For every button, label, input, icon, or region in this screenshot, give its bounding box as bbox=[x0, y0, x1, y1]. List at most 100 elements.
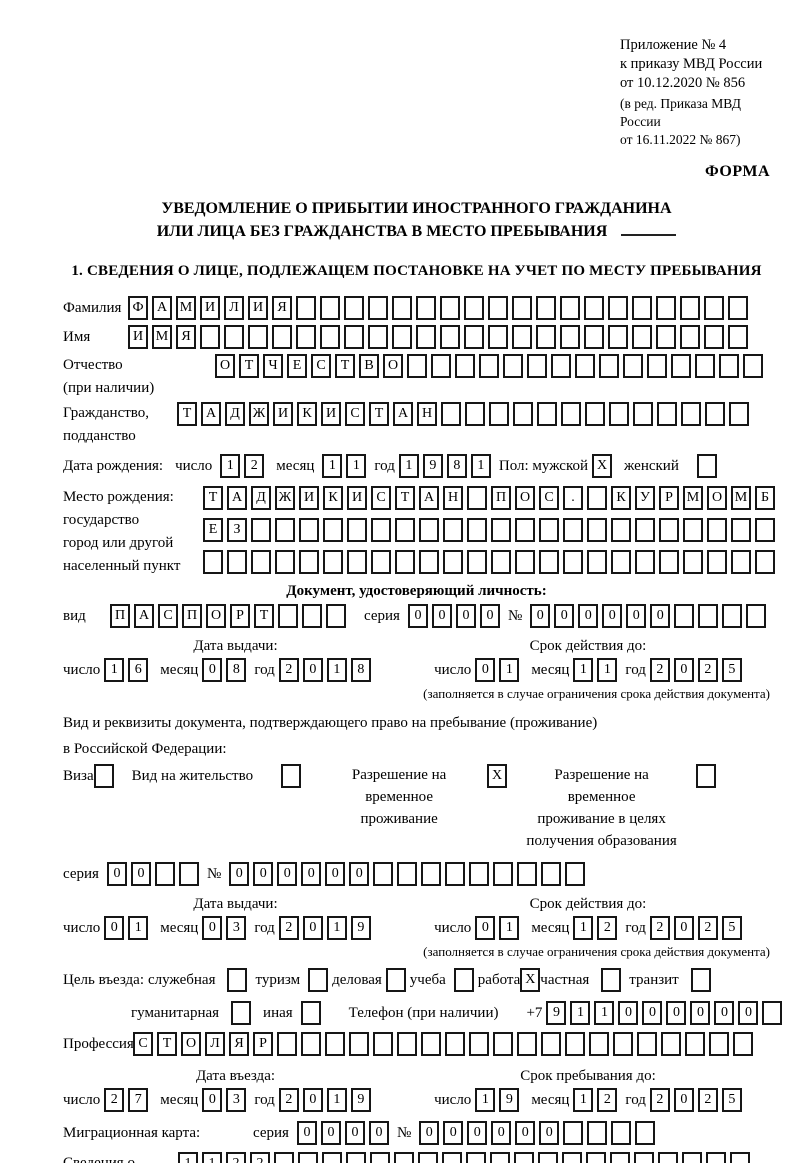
char-cell[interactable]: С bbox=[345, 402, 365, 426]
char-cell[interactable]: У bbox=[635, 486, 655, 510]
char-cell[interactable]: Т bbox=[335, 354, 355, 378]
char-cell[interactable] bbox=[464, 325, 484, 349]
char-cell[interactable]: 0 bbox=[301, 862, 322, 886]
char-cell[interactable] bbox=[296, 325, 316, 349]
char-cell[interactable]: С bbox=[311, 354, 331, 378]
char-cell[interactable] bbox=[704, 296, 724, 320]
char-cell[interactable]: П bbox=[182, 604, 202, 628]
char-cell[interactable] bbox=[302, 604, 322, 628]
char-cell[interactable]: 0 bbox=[229, 862, 250, 886]
char-cell[interactable] bbox=[371, 550, 391, 574]
char-cell[interactable]: 1 bbox=[573, 658, 594, 682]
char-cell[interactable]: 0 bbox=[349, 862, 370, 886]
char-cell[interactable]: 0 bbox=[714, 1001, 735, 1025]
char-cell[interactable] bbox=[349, 1032, 369, 1056]
char-cell[interactable] bbox=[373, 1032, 393, 1056]
char-cell[interactable] bbox=[344, 325, 364, 349]
char-cell[interactable] bbox=[755, 518, 775, 542]
char-cell[interactable]: И bbox=[321, 402, 341, 426]
char-cell[interactable]: 1 bbox=[570, 1001, 591, 1025]
char-cell[interactable] bbox=[719, 354, 739, 378]
char-cell[interactable] bbox=[611, 550, 631, 574]
char-cell[interactable]: 1 bbox=[573, 1088, 594, 1112]
char-cell[interactable]: Б bbox=[755, 486, 775, 510]
char-cell[interactable] bbox=[445, 1032, 465, 1056]
char-cell[interactable] bbox=[370, 1152, 390, 1163]
char-cell[interactable]: 0 bbox=[302, 658, 323, 682]
char-cell[interactable] bbox=[541, 1032, 561, 1056]
char-cell[interactable] bbox=[536, 325, 556, 349]
char-cell[interactable] bbox=[326, 604, 346, 628]
char-cell[interactable]: Ч bbox=[263, 354, 283, 378]
char-cell[interactable]: Т bbox=[157, 1032, 177, 1056]
char-cell[interactable]: 0 bbox=[690, 1001, 711, 1025]
edu-residence-checkbox[interactable] bbox=[696, 764, 717, 788]
char-cell[interactable] bbox=[709, 1032, 729, 1056]
char-cell[interactable]: О bbox=[215, 354, 235, 378]
char-cell[interactable]: 8 bbox=[446, 454, 467, 478]
char-cell[interactable] bbox=[683, 518, 703, 542]
char-cell[interactable]: 5 bbox=[721, 916, 742, 940]
char-cell[interactable]: 2 bbox=[226, 1152, 246, 1163]
char-cell[interactable] bbox=[440, 296, 460, 320]
char-cell[interactable]: Т bbox=[254, 604, 274, 628]
char-cell[interactable] bbox=[680, 296, 700, 320]
char-cell[interactable]: С bbox=[371, 486, 391, 510]
purpose-humanitarian-checkbox[interactable] bbox=[231, 1001, 252, 1025]
char-cell[interactable]: 0 bbox=[642, 1001, 663, 1025]
char-cell[interactable] bbox=[323, 550, 343, 574]
char-cell[interactable] bbox=[251, 518, 271, 542]
char-cell[interactable]: О bbox=[515, 486, 535, 510]
char-cell[interactable]: М bbox=[683, 486, 703, 510]
char-cell[interactable]: Н bbox=[417, 402, 437, 426]
char-cell[interactable] bbox=[659, 518, 679, 542]
char-cell[interactable] bbox=[610, 1152, 630, 1163]
char-cell[interactable]: В bbox=[359, 354, 379, 378]
char-cell[interactable]: И bbox=[248, 296, 268, 320]
char-cell[interactable]: М bbox=[152, 325, 172, 349]
char-cell[interactable] bbox=[656, 325, 676, 349]
char-cell[interactable] bbox=[539, 550, 559, 574]
char-cell[interactable] bbox=[538, 1152, 558, 1163]
char-cell[interactable]: Т bbox=[369, 402, 389, 426]
char-cell[interactable] bbox=[728, 325, 748, 349]
char-cell[interactable]: 2 bbox=[697, 1088, 718, 1112]
char-cell[interactable] bbox=[587, 486, 607, 510]
char-cell[interactable] bbox=[608, 325, 628, 349]
char-cell[interactable] bbox=[681, 402, 701, 426]
char-cell[interactable]: 0 bbox=[277, 862, 298, 886]
char-cell[interactable]: 9 bbox=[546, 1001, 567, 1025]
purpose-work-checkbox[interactable]: X bbox=[520, 968, 541, 992]
char-cell[interactable] bbox=[634, 1152, 654, 1163]
char-cell[interactable]: 2 bbox=[649, 1088, 670, 1112]
char-cell[interactable]: Л bbox=[205, 1032, 225, 1056]
char-cell[interactable] bbox=[203, 550, 223, 574]
char-cell[interactable] bbox=[755, 550, 775, 574]
char-cell[interactable]: К bbox=[323, 486, 343, 510]
char-cell[interactable]: Е bbox=[203, 518, 223, 542]
char-cell[interactable]: Д bbox=[225, 402, 245, 426]
char-cell[interactable] bbox=[562, 1152, 582, 1163]
char-cell[interactable] bbox=[469, 1032, 489, 1056]
char-cell[interactable]: 2 bbox=[697, 916, 718, 940]
char-cell[interactable] bbox=[442, 1152, 462, 1163]
char-cell[interactable] bbox=[299, 550, 319, 574]
char-cell[interactable]: 1 bbox=[475, 1088, 496, 1112]
char-cell[interactable] bbox=[397, 1032, 417, 1056]
char-cell[interactable]: 0 bbox=[515, 1121, 536, 1145]
char-cell[interactable]: 0 bbox=[104, 916, 125, 940]
char-cell[interactable] bbox=[587, 1121, 608, 1145]
char-cell[interactable] bbox=[565, 1032, 585, 1056]
char-cell[interactable] bbox=[575, 354, 595, 378]
